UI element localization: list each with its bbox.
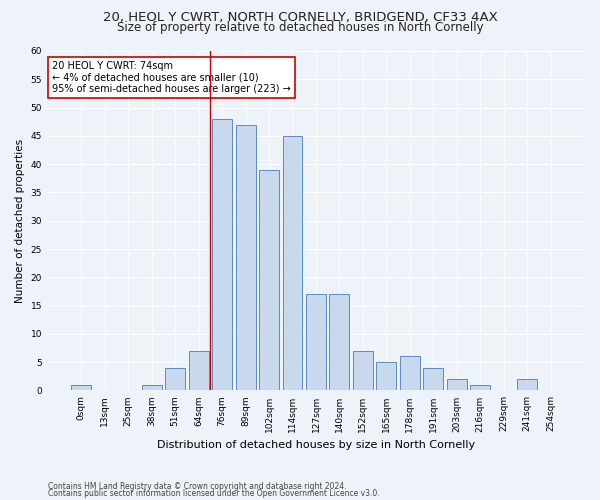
- Bar: [353, 351, 373, 391]
- Bar: [329, 294, 349, 390]
- Bar: [400, 356, 420, 390]
- Bar: [188, 351, 209, 391]
- Bar: [376, 362, 397, 390]
- X-axis label: Distribution of detached houses by size in North Cornelly: Distribution of detached houses by size …: [157, 440, 475, 450]
- Text: Contains public sector information licensed under the Open Government Licence v3: Contains public sector information licen…: [48, 489, 380, 498]
- Bar: [447, 379, 467, 390]
- Bar: [517, 379, 537, 390]
- Bar: [212, 119, 232, 390]
- Bar: [236, 124, 256, 390]
- Bar: [283, 136, 302, 390]
- Bar: [71, 385, 91, 390]
- Bar: [165, 368, 185, 390]
- Text: Contains HM Land Registry data © Crown copyright and database right 2024.: Contains HM Land Registry data © Crown c…: [48, 482, 347, 491]
- Bar: [306, 294, 326, 390]
- Bar: [423, 368, 443, 390]
- Text: 20, HEOL Y CWRT, NORTH CORNELLY, BRIDGEND, CF33 4AX: 20, HEOL Y CWRT, NORTH CORNELLY, BRIDGEN…: [103, 11, 497, 24]
- Text: Size of property relative to detached houses in North Cornelly: Size of property relative to detached ho…: [116, 21, 484, 34]
- Y-axis label: Number of detached properties: Number of detached properties: [15, 138, 25, 303]
- Bar: [259, 170, 279, 390]
- Text: 20 HEOL Y CWRT: 74sqm
← 4% of detached houses are smaller (10)
95% of semi-detac: 20 HEOL Y CWRT: 74sqm ← 4% of detached h…: [52, 61, 291, 94]
- Bar: [142, 385, 162, 390]
- Bar: [470, 385, 490, 390]
